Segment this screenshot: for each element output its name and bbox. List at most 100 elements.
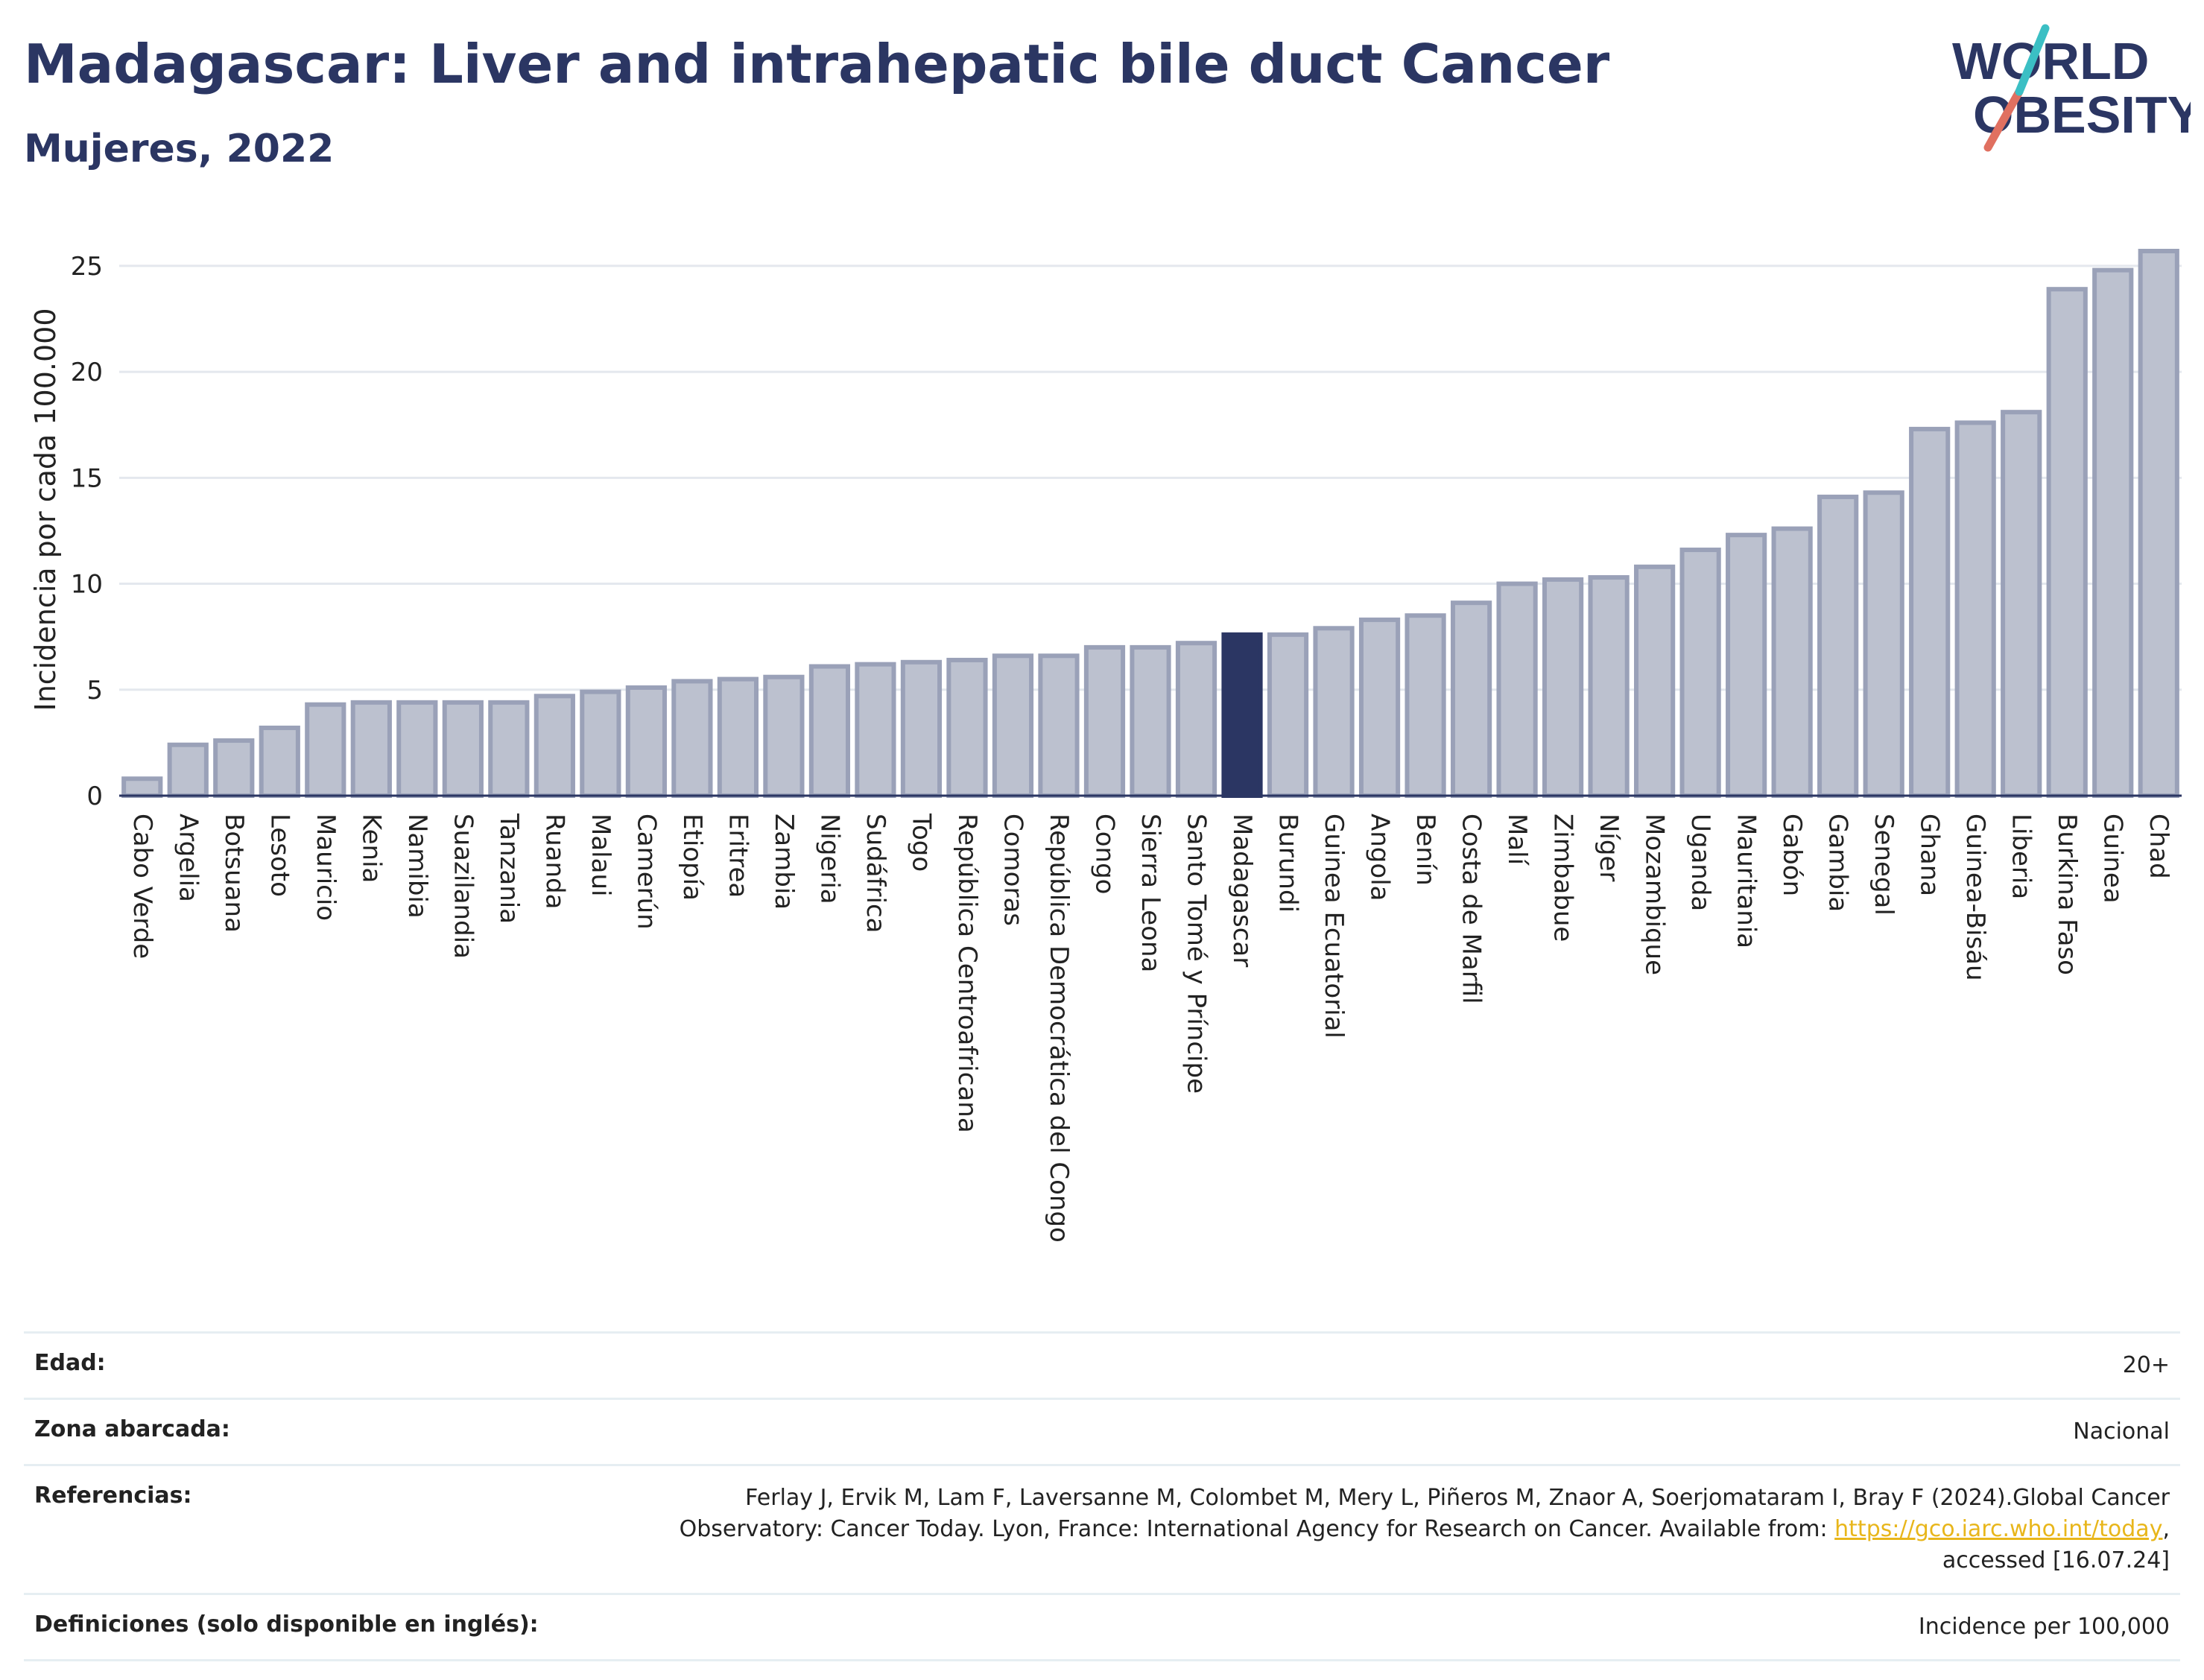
bar-lesoto <box>259 725 300 799</box>
x-tick-label-2: Botsuana <box>219 814 249 933</box>
x-tick-label-32: Níger <box>1594 814 1624 881</box>
x-tick-label-20: República Democrática del Congo <box>1044 814 1074 1243</box>
y-tick-label-1: 5 <box>86 676 103 706</box>
world-obesity-logo: WORLD OBESITY <box>1952 24 2191 152</box>
bar-costa-de-marfil <box>1450 600 1492 799</box>
bar-zambia <box>763 674 805 799</box>
x-tick-label-7: Suazilandia <box>448 814 478 959</box>
bar-eritrea <box>717 676 759 798</box>
x-tick-label-31: Zimbabue <box>1548 814 1578 942</box>
bar-mozambique <box>1634 564 1676 798</box>
x-tick-label-12: Etiopía <box>677 814 707 901</box>
bar-guinea-ecuatorial <box>1313 626 1355 798</box>
chart-subtitle: Mujeres, 2022 <box>24 127 335 171</box>
x-tick-label-28: Benín <box>1410 814 1440 886</box>
logo-slash-coral <box>1983 87 2024 152</box>
x-tick-label-30: Malí <box>1502 814 1532 866</box>
y-axis-label: Incidencia por cada 100.000 <box>29 308 62 711</box>
bar-zimbabue <box>1542 577 1584 798</box>
info-row-definitions: Definiciones (solo disponible en inglés)… <box>24 1593 2180 1661</box>
bar-mauricio <box>305 702 346 799</box>
x-tick-label-25: Burundi <box>1273 814 1303 913</box>
bar-kenia <box>350 700 392 798</box>
bar-santo-tomé-y-príncipe <box>1175 641 1217 799</box>
references-label: Referencias: <box>34 1483 192 1509</box>
info-row-references: Referencias: Ferlay J, Ervik M, Lam F, L… <box>24 1464 2180 1593</box>
reference-link[interactable]: https://gco.iarc.who.int/today <box>1834 1516 2163 1542</box>
x-tick-label-29: Costa de Marfil <box>1457 814 1486 1004</box>
x-tick-label-39: Ghana <box>1915 814 1945 896</box>
bar-comoras <box>992 653 1034 798</box>
bar-etiopía <box>671 679 713 799</box>
chart-title: Madagascar: Liver and intrahepatic bile … <box>24 33 1610 95</box>
reference-text-2: Observatory: Cancer Today. Lyon, France:… <box>679 1516 1835 1542</box>
x-tick-label-40: Guinea-Bisáu <box>1960 814 1990 981</box>
bar-níger <box>1588 575 1630 798</box>
info-table: Edad: 20+ Zona abarcada: Nacional Refere… <box>24 1331 2180 1661</box>
x-tick-label-23: Santo Tomé y Príncipe <box>1182 814 1212 1094</box>
bar-ruanda <box>533 694 575 798</box>
x-tick-label-41: Liberia <box>2007 814 2036 899</box>
x-tick-label-6: Namibia <box>402 814 432 919</box>
x-tick-label-26: Guinea Ecuatorial <box>1319 814 1349 1039</box>
x-tick-label-10: Malaui <box>586 814 615 896</box>
bar-liberia <box>2001 410 2042 798</box>
bar-cabo-verde <box>121 776 163 798</box>
bar-burkina-faso <box>2046 287 2088 798</box>
bar-ghana <box>1909 426 1951 799</box>
x-tick-label-44: Chad <box>2144 814 2173 879</box>
bar-suazilandia <box>442 700 484 798</box>
bar-chart: 0 5 10 15 20 25 Incidencia por cada 100.000 Cab… <box>29 248 2182 1243</box>
bar-tanzania <box>488 700 530 798</box>
x-tick-label-13: Eritrea <box>723 814 753 898</box>
y-tick-label-3: 15 <box>71 463 103 493</box>
bar-botsuana <box>213 738 255 798</box>
x-tick-label-43: Guinea <box>2098 814 2128 904</box>
x-tick-label-16: Sudáfrica <box>861 814 890 933</box>
y-tick-label-5: 25 <box>71 252 103 282</box>
info-row-area: Zona abarcada: Nacional <box>24 1398 2180 1464</box>
definitions-label: Definiciones (solo disponible en inglés)… <box>34 1611 539 1638</box>
x-tick-label-9: Ruanda <box>539 814 569 909</box>
logo-line-world: WORLD <box>1952 32 2149 90</box>
bar-malí <box>1496 581 1538 798</box>
bar-senegal <box>1863 490 1904 798</box>
area-value: Nacional <box>2073 1419 2170 1445</box>
definitions-value: Incidence per 100,000 <box>1918 1614 2170 1640</box>
x-tick-label-34: Uganda <box>1685 814 1715 911</box>
bar-república-democrática-del-congo <box>1038 653 1080 798</box>
bar-guinea <box>2092 267 2134 799</box>
bar-namibia <box>396 700 438 798</box>
info-row-age: Edad: 20+ <box>24 1331 2180 1398</box>
x-tick-label-38: Senegal <box>1869 814 1899 916</box>
x-tick-label-24: Madagascar <box>1227 814 1257 967</box>
reference-text-3: , <box>2162 1516 2170 1542</box>
area-label: Zona abarcada: <box>34 1416 230 1442</box>
bar-togo <box>900 659 943 798</box>
y-tick-label-4: 20 <box>71 358 103 387</box>
bar-mauritania <box>1726 533 1767 799</box>
bar-nigeria <box>808 664 851 798</box>
x-tick-label-15: Nigeria <box>814 814 844 904</box>
x-tick-label-36: Gabón <box>1777 814 1807 896</box>
age-value: 20+ <box>2122 1352 2170 1378</box>
bar-chad <box>2138 248 2179 798</box>
x-tick-label-21: Congo <box>1089 814 1119 894</box>
x-tick-label-42: Burkina Faso <box>2052 814 2082 975</box>
bar-república-centroafricana <box>946 657 988 799</box>
x-tick-label-0: Cabo Verde <box>127 814 157 959</box>
reference-text-4: accessed [16.07.24] <box>1942 1547 2170 1573</box>
bar-gabón <box>1771 526 1813 798</box>
x-tick-label-27: Angola <box>1365 814 1395 901</box>
x-tick-label-22: Sierra Leona <box>1136 814 1165 972</box>
x-tick-label-33: Mozambique <box>1640 814 1670 975</box>
x-tick-label-3: Lesoto <box>265 814 294 897</box>
x-tick-label-37: Gambia <box>1823 814 1853 912</box>
bar-congo <box>1083 644 1126 799</box>
age-label: Edad: <box>34 1350 106 1376</box>
bar-argelia <box>167 742 209 799</box>
bar-malaui <box>580 689 621 798</box>
y-tick-label-0: 0 <box>86 782 103 811</box>
x-tick-label-11: Camerún <box>631 814 661 930</box>
x-tick-label-14: Zambia <box>769 814 799 910</box>
